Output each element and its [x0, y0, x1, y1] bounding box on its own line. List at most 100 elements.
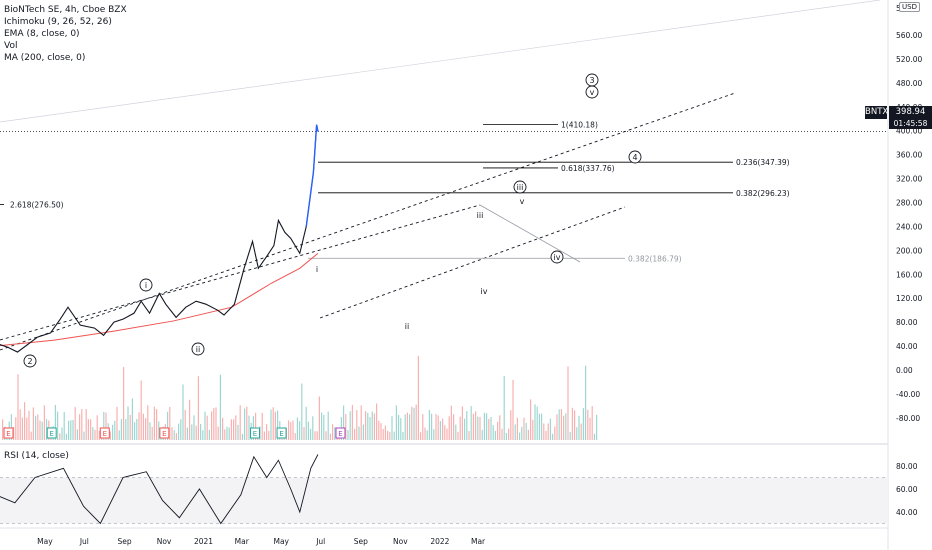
fib-level-label: 0.236(347.39) — [736, 158, 790, 167]
earnings-marker-label: E — [162, 430, 166, 438]
fib-level-label: 2.618(276.50) — [10, 201, 64, 210]
wave-label: iii — [477, 211, 484, 220]
volume-bar — [398, 415, 400, 440]
volume-bar — [175, 433, 177, 440]
volume-bar — [486, 413, 488, 440]
wave-label: ii — [196, 345, 200, 354]
volume-bar — [296, 417, 298, 440]
x-tick-label: Jul — [315, 537, 325, 546]
volume-bar — [200, 423, 202, 440]
volume-bar — [391, 416, 393, 440]
volume-bar — [345, 414, 347, 440]
volume-bar — [481, 429, 483, 440]
volume-bar — [411, 406, 413, 440]
volume-bar — [2, 419, 4, 440]
currency-badge[interactable]: USD — [899, 2, 920, 12]
volume-bar — [237, 424, 239, 440]
wave-label: iii — [517, 183, 524, 192]
volume-bar — [369, 417, 371, 440]
volume-bar — [41, 421, 43, 440]
wave-label: 2 — [27, 357, 32, 366]
volume-bar — [30, 431, 32, 440]
volume-bar — [294, 433, 296, 440]
y-tick-label: 400.00 — [896, 127, 922, 136]
volume-bar — [499, 415, 501, 440]
volume-bar — [208, 429, 210, 440]
earnings-marker-label: E — [6, 430, 10, 438]
volume-bar — [433, 429, 435, 440]
volume-bar — [272, 407, 274, 440]
volume-bar — [76, 429, 78, 440]
price-tag-countdown: 01:45:58 — [889, 119, 932, 129]
volume-bar — [527, 429, 529, 440]
volume-bar — [224, 429, 226, 440]
volume-bar — [574, 410, 576, 440]
volume-bar — [59, 433, 61, 440]
volume-bar — [96, 415, 98, 440]
volume-bar — [32, 407, 34, 440]
volume-bar — [488, 418, 490, 440]
volume-bar — [312, 416, 314, 440]
volume-bar — [582, 408, 584, 440]
volume-bar — [39, 420, 41, 440]
volume-bar — [156, 409, 158, 440]
earnings-marker-label: E — [338, 430, 342, 438]
legend-vol[interactable]: Vol — [4, 41, 18, 51]
earnings-marker — [3, 427, 14, 439]
wave-label: ii — [405, 322, 409, 331]
wave-label-circle — [23, 354, 37, 368]
volume-bar — [235, 415, 237, 440]
volume-bar — [266, 424, 268, 440]
volume-bar — [182, 384, 184, 440]
volume-bar — [321, 412, 323, 440]
volume-bar — [382, 429, 384, 440]
volume-bar — [68, 420, 70, 440]
volume-bar — [151, 427, 153, 440]
volume-bar — [589, 417, 591, 440]
volume-bar — [578, 415, 580, 440]
volume-bar — [442, 418, 444, 440]
volume-bar — [422, 414, 424, 440]
volume-bar — [402, 432, 404, 440]
volume-bar — [541, 413, 543, 440]
volume-bar — [367, 412, 369, 440]
volume-bar — [512, 379, 514, 440]
legend-ma[interactable]: MA (200, close, 0) — [4, 53, 86, 63]
volume-bars — [2, 355, 598, 440]
volume-bar — [406, 412, 408, 440]
volume-bar — [475, 411, 477, 440]
volume-bar — [593, 433, 595, 440]
volume-bar — [565, 413, 567, 440]
volume-bar — [57, 411, 59, 440]
wave-label: v — [520, 197, 525, 206]
volume-bar — [136, 418, 138, 440]
volume-bar — [178, 423, 180, 440]
volume-bar — [349, 411, 351, 440]
earnings-marker — [46, 427, 57, 439]
volume-bar — [301, 383, 303, 440]
earnings-marker — [159, 427, 170, 439]
volume-bar — [351, 404, 353, 440]
volume-bar — [268, 430, 270, 440]
volume-bar — [477, 416, 479, 440]
rsi-legend[interactable]: RSI (14, close) — [4, 451, 69, 461]
y-tick-label: 200.00 — [896, 246, 922, 255]
volume-bar — [173, 430, 175, 440]
legend-ema[interactable]: EMA (8, close, 0) — [4, 29, 80, 39]
volume-bar — [376, 403, 378, 440]
legend-ichimoku[interactable]: Ichimoku (9, 26, 52, 26) — [4, 17, 112, 27]
volume-bar — [274, 411, 276, 440]
volume-bar — [226, 426, 228, 440]
wave-label: 4 — [632, 153, 637, 162]
x-tick-label: May — [37, 537, 53, 546]
volume-bar — [316, 431, 318, 440]
volume-bar — [516, 417, 518, 440]
x-tick-label: 2021 — [194, 537, 213, 546]
volume-bar — [444, 425, 446, 440]
volume-bar — [26, 417, 28, 440]
volume-bar — [387, 430, 389, 440]
volume-bar — [290, 422, 292, 440]
volume-bar — [127, 406, 129, 440]
volume-bar — [501, 428, 503, 440]
